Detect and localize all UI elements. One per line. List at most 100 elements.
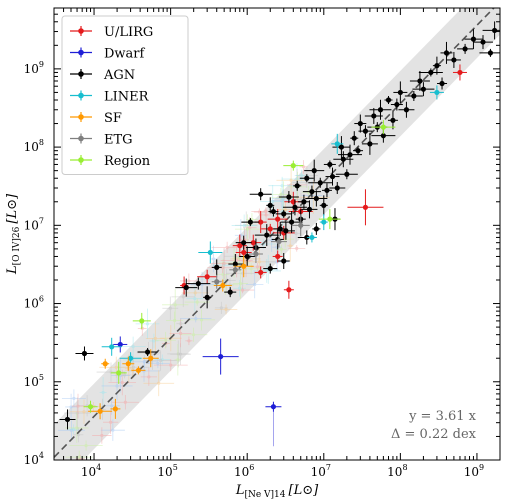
faint-point [68, 471, 77, 484]
faint-point [234, 214, 261, 244]
data-point [101, 337, 122, 356]
data-point [319, 214, 328, 231]
legend-item: AGN [70, 68, 135, 83]
series-agn [59, 21, 500, 430]
legend-item: Dwarf [70, 47, 146, 62]
x-axis-label-unit: [L⊙] [289, 483, 320, 498]
faint-point [140, 367, 158, 386]
data-point [479, 48, 500, 57]
data-point [270, 235, 287, 248]
fit-equation-annotation: y = 3.61 x [408, 409, 477, 424]
faint-point [287, 230, 294, 262]
plot-frame [53, 7, 501, 461]
data-point [318, 209, 341, 230]
data-point [312, 222, 321, 235]
x-tick-label: 104 [81, 463, 101, 479]
faint-point [294, 169, 309, 182]
data-point [202, 338, 239, 375]
faint-point [111, 394, 139, 410]
faint-point [214, 304, 238, 315]
faint-point [252, 259, 281, 283]
series-sf [88, 255, 254, 420]
faint-point [174, 343, 182, 376]
legend-label: U/LIRG [104, 25, 153, 40]
data-point [198, 241, 223, 264]
data-point [371, 128, 396, 143]
data-point [239, 246, 256, 267]
legend-label: AGN [103, 68, 135, 83]
faint-point [232, 268, 249, 299]
data-point [384, 96, 393, 105]
y-tick-label: 104 [24, 451, 44, 467]
data-point [278, 191, 299, 204]
x-axis-label-main: L [235, 483, 245, 498]
faint-point [184, 298, 210, 306]
data-point [175, 278, 198, 297]
x-tick-label: 107 [311, 463, 331, 479]
series-liner [101, 85, 444, 365]
data-point [332, 136, 351, 159]
faint-point [145, 358, 170, 369]
faint-point [291, 223, 302, 244]
data-point [268, 206, 279, 217]
faint-point [131, 354, 158, 369]
faint-point [102, 410, 119, 435]
data-point [393, 81, 408, 104]
legend-item: U/LIRG [70, 25, 153, 40]
data-point [398, 101, 415, 118]
data-point [267, 209, 288, 230]
legend-label: Region [104, 154, 151, 169]
data-point [473, 35, 494, 50]
legend-box [61, 15, 189, 175]
data-point [254, 266, 267, 279]
faint-point [155, 331, 176, 349]
data-point [452, 64, 467, 81]
data-point [350, 131, 359, 146]
data-point [122, 356, 135, 371]
faint-point [188, 309, 216, 331]
data-point [482, 21, 500, 40]
data-point [186, 277, 211, 290]
data-point [229, 265, 242, 274]
faint-point [103, 396, 120, 415]
x-tick-label: 106 [234, 463, 254, 479]
x-tick-labels: 104 105 106 107 108 109 [81, 463, 484, 479]
data-point [277, 252, 290, 269]
faint-point [100, 419, 125, 441]
data-point [354, 114, 367, 133]
faint-point [179, 327, 208, 342]
x-tick-label: 109 [464, 463, 484, 479]
legend-item: ETG [70, 133, 133, 148]
faint-point [101, 371, 133, 401]
data-point [249, 188, 272, 201]
legend-label: Dwarf [104, 47, 146, 62]
legend-item: Region [70, 154, 151, 169]
data-point [263, 263, 278, 274]
y-axis-label-sub: [O IV]26 [12, 226, 22, 265]
faint-point [253, 208, 265, 216]
data-point [280, 211, 303, 234]
faint-point [120, 336, 146, 357]
y-tick-label: 107 [24, 216, 44, 232]
data-point [233, 255, 254, 278]
faint-point [69, 440, 103, 451]
data-point [197, 269, 218, 284]
y-axis-label-main: L [5, 265, 20, 275]
legend-label: LINER [104, 90, 150, 105]
legend-label: ETG [104, 133, 133, 148]
fit-line-layer [54, 8, 495, 459]
data-point [266, 197, 275, 214]
x-tick-label: 105 [157, 463, 177, 479]
faint-point [186, 285, 204, 312]
data-point [302, 185, 321, 198]
ticks-layer [53, 7, 501, 461]
data-point [301, 200, 318, 219]
data-point [404, 90, 423, 101]
data-point [331, 133, 344, 154]
data-point [418, 68, 443, 77]
data-point [137, 348, 158, 357]
data-point [364, 107, 383, 124]
data-point [387, 111, 398, 130]
data-point [248, 244, 263, 263]
data-point [361, 132, 378, 155]
